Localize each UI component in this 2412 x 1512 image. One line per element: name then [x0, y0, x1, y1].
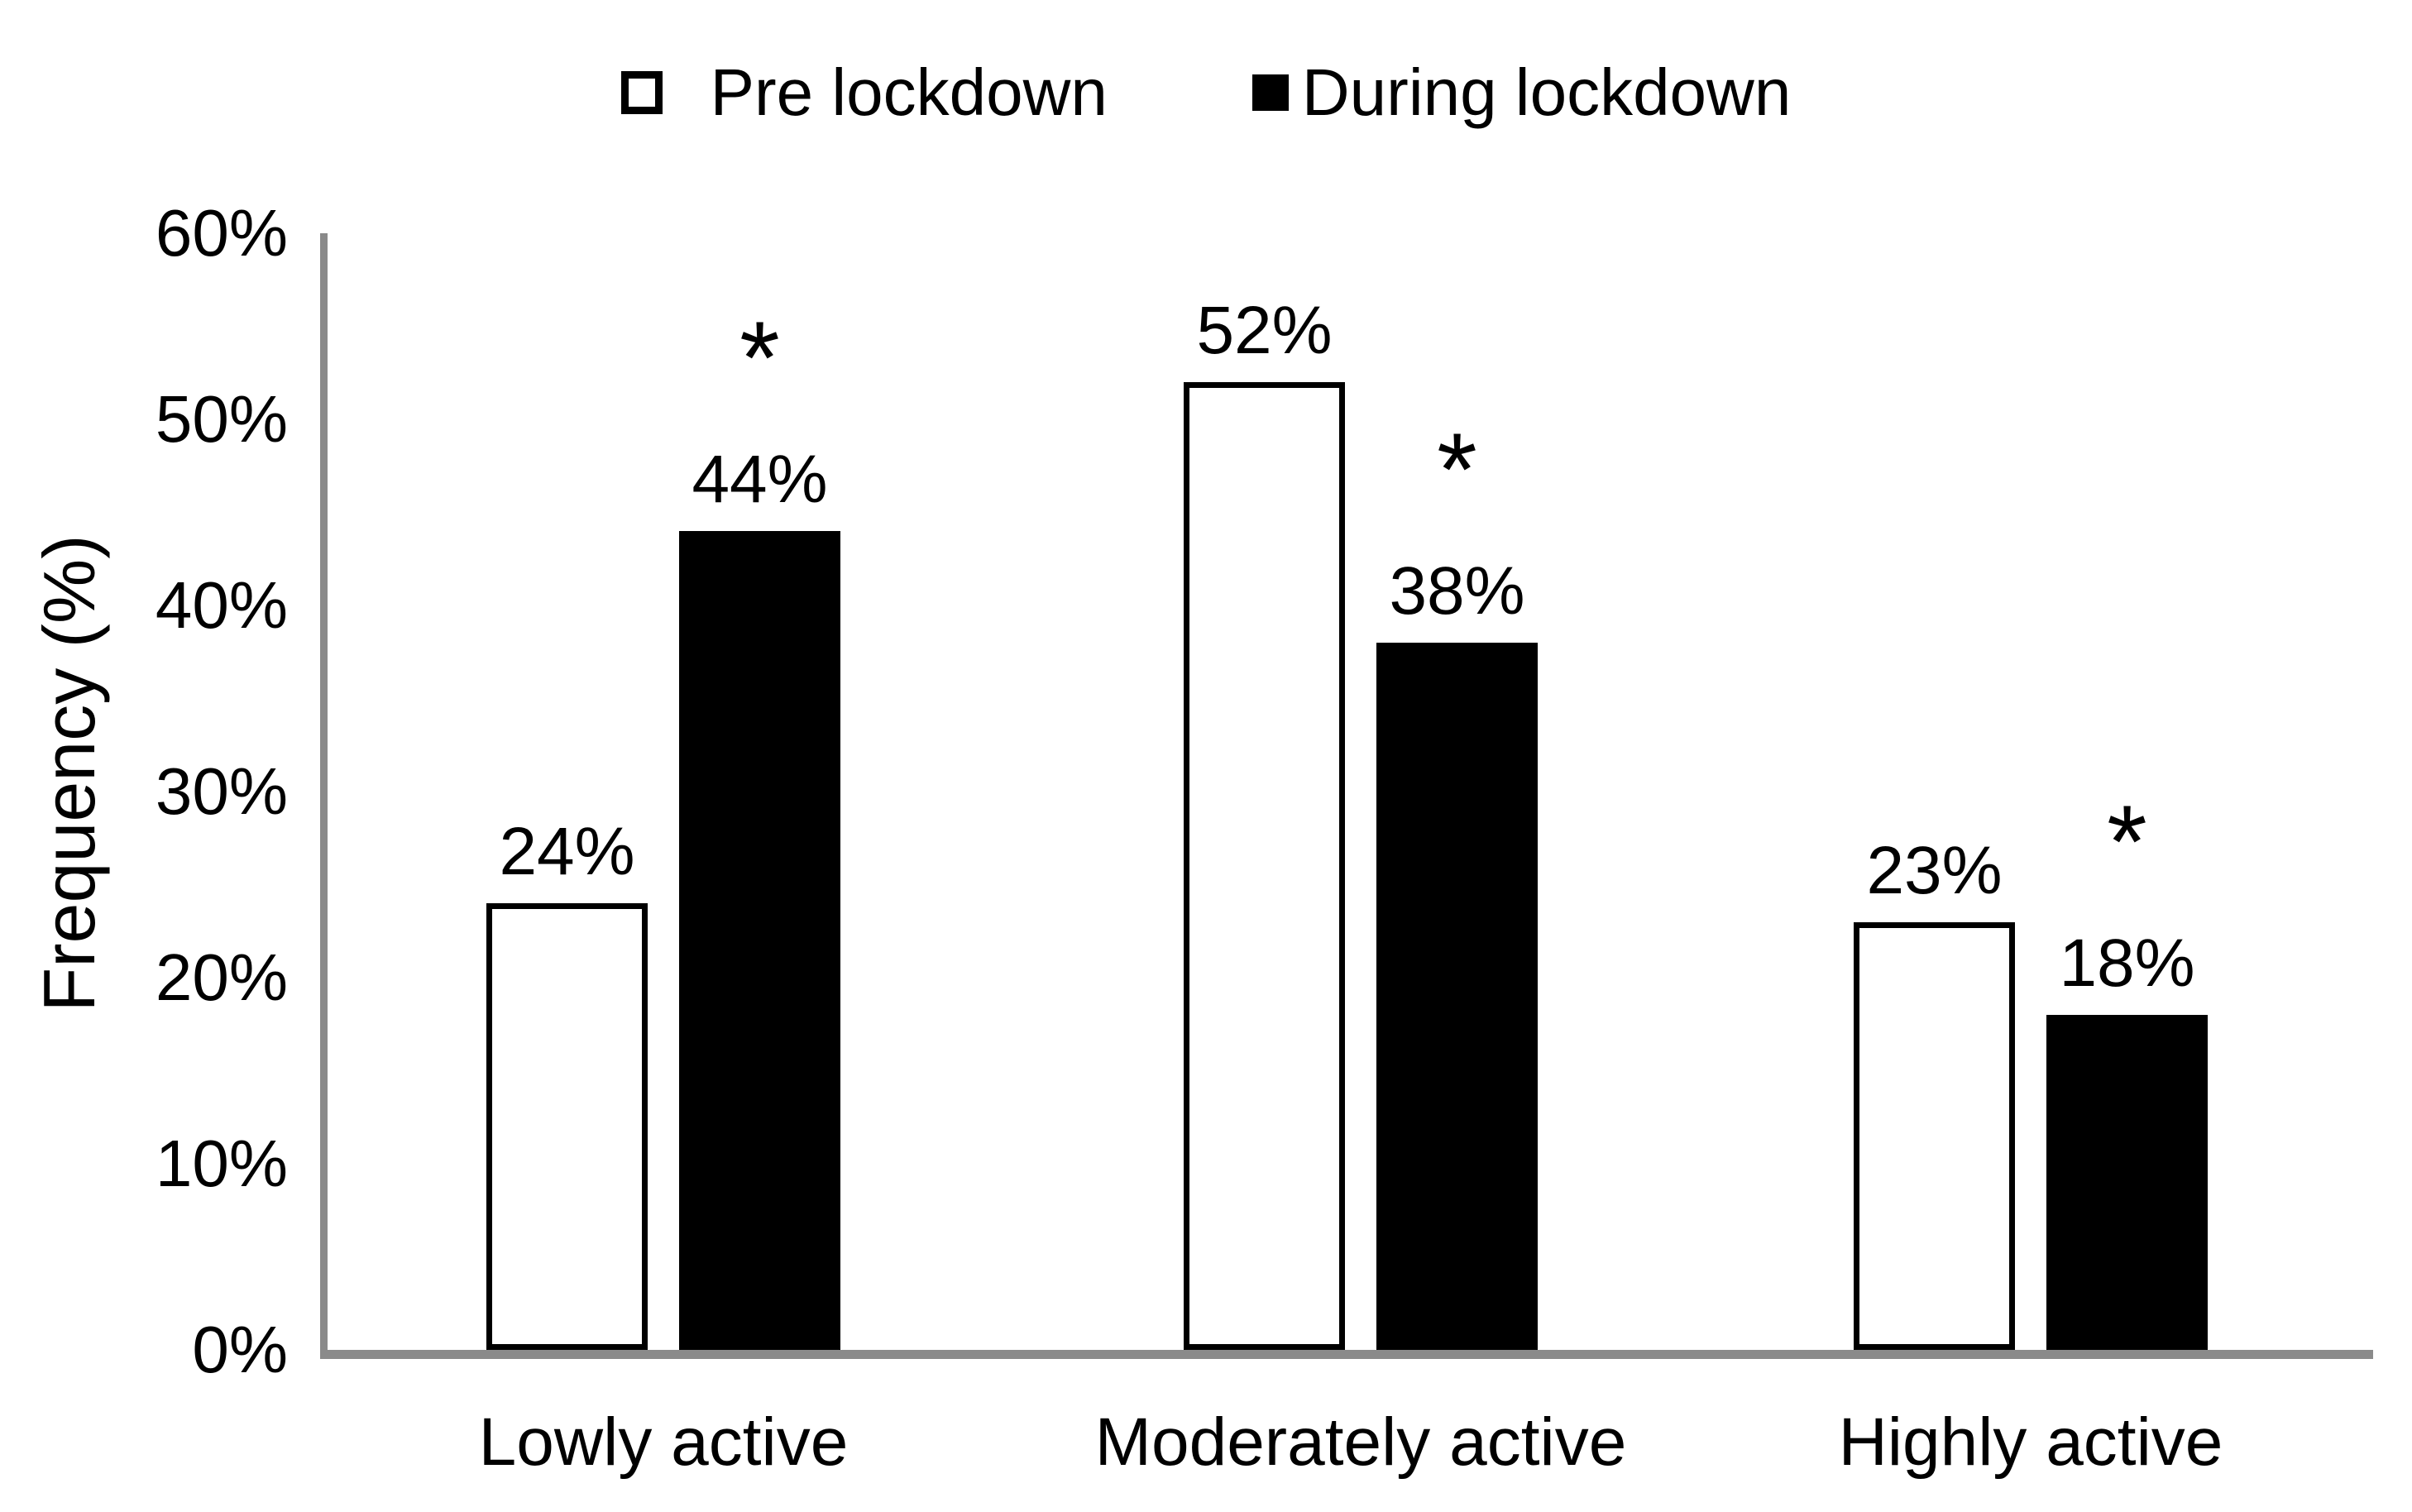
category-label-lowly-active: Lowly active	[478, 1404, 849, 1480]
category-label-moderately-active: Moderately active	[1094, 1404, 1627, 1480]
legend-swatch-black-icon	[1251, 74, 1289, 111]
bar-value-label-pre-lockdown-highly-active: 23%	[1866, 832, 2003, 908]
bar-value-label-during-lockdown-lowly-active: 44%	[692, 442, 828, 517]
y-tick-label-50: 50%	[155, 382, 288, 456]
legend-swatch-white-icon	[620, 71, 663, 114]
bar-during-lockdown-moderately-active	[1376, 643, 1538, 1350]
y-tick-label-60: 60%	[155, 196, 288, 270]
y-tick-label-0: 0%	[192, 1313, 288, 1386]
bar-value-label-during-lockdown-moderately-active: 38%	[1389, 553, 1525, 629]
bar-value-label-pre-lockdown-moderately-active: 52%	[1196, 293, 1333, 368]
bar-pre-lockdown-moderately-active	[1184, 382, 1345, 1350]
category-label-highly-active: Highly active	[1838, 1404, 2223, 1480]
x-axis-line	[320, 1350, 2373, 1359]
y-tick-label-10: 10%	[155, 1127, 288, 1200]
legend-label: During lockdown	[1301, 55, 1792, 129]
legend-item-pre-lockdown: Pre lockdown	[620, 51, 1108, 134]
significance-asterisk-lowly-active: *	[739, 301, 780, 416]
bar-pre-lockdown-lowly-active	[486, 903, 648, 1350]
y-tick-label-40: 40%	[155, 568, 288, 642]
bar-value-label-during-lockdown-highly-active: 18%	[2059, 926, 2195, 1001]
y-tick-label-30: 30%	[155, 754, 288, 828]
legend-label: Pre lockdown	[710, 55, 1108, 129]
chart-legend: Pre lockdown During lockdown	[0, 43, 2412, 142]
y-axis-line	[320, 233, 328, 1359]
bar-value-label-pre-lockdown-lowly-active: 24%	[499, 814, 635, 889]
legend-item-during-lockdown: During lockdown	[1251, 51, 1792, 134]
significance-asterisk-moderately-active: *	[1437, 413, 1477, 528]
y-tick-label-20: 20%	[155, 940, 288, 1014]
bar-during-lockdown-highly-active	[2046, 1015, 2208, 1350]
bar-during-lockdown-lowly-active	[679, 531, 840, 1350]
bar-pre-lockdown-highly-active	[1854, 921, 2015, 1350]
significance-asterisk-highly-active: *	[2107, 785, 2147, 900]
